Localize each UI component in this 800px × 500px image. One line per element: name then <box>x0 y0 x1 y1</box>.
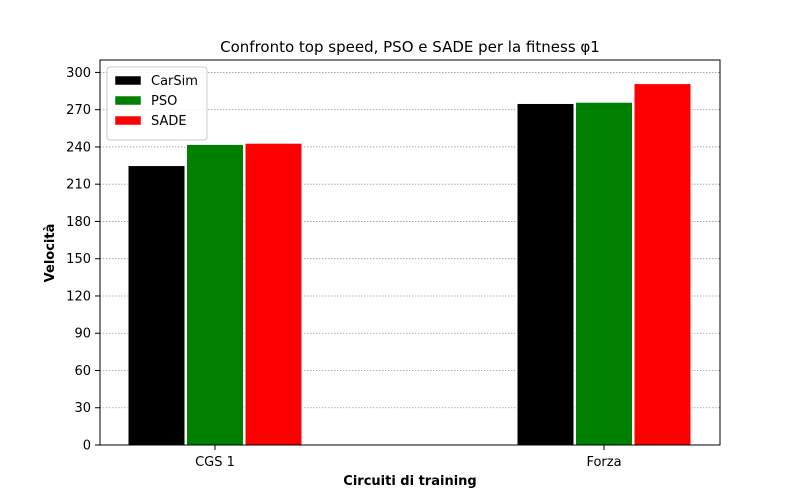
x-tick-label: Forza <box>586 455 621 470</box>
y-tick-label: 210 <box>66 178 91 193</box>
y-tick-label: 270 <box>66 103 91 118</box>
y-tick-label: 30 <box>74 401 91 416</box>
y-axis-ticks: 0 30 60 90 120 150 180 210 240 270 300 <box>66 66 100 454</box>
legend-swatch-sade <box>114 115 142 126</box>
bars <box>127 83 692 446</box>
legend-label-sade: SADE <box>151 114 187 129</box>
x-axis-label: Circuiti di training <box>343 474 476 489</box>
y-tick-label: 180 <box>66 215 91 230</box>
bar-carsim-0 <box>127 165 186 446</box>
bar-sade-0 <box>244 142 303 446</box>
y-tick-label: 150 <box>66 252 91 267</box>
x-axis-ticks: CGS 1 Forza <box>195 445 622 470</box>
y-tick-label: 60 <box>74 364 91 379</box>
y-tick-label: 240 <box>66 140 91 155</box>
y-tick-label: 90 <box>74 327 91 342</box>
legend-label-carsim: CarSim <box>151 74 198 89</box>
bar-pso-0 <box>186 143 244 446</box>
y-axis-label: Velocità <box>43 224 58 283</box>
plot-frame <box>99 59 721 446</box>
y-tick-label: 120 <box>66 289 91 304</box>
bar-sade-1 <box>633 83 692 446</box>
bar-pso-1 <box>575 101 633 446</box>
y-tick-label: 0 <box>83 439 91 454</box>
y-tick-label: 300 <box>66 66 91 81</box>
x-tick-label: CGS 1 <box>195 455 235 470</box>
bar-carsim-1 <box>516 102 575 446</box>
legend-swatch-pso <box>114 95 142 106</box>
chart-title: Confronto top speed, PSO e SADE per la f… <box>220 38 600 56</box>
legend-swatch-carsim <box>114 75 142 86</box>
legend: CarSim PSO SADE <box>106 66 208 141</box>
legend-label-pso: PSO <box>151 94 177 109</box>
